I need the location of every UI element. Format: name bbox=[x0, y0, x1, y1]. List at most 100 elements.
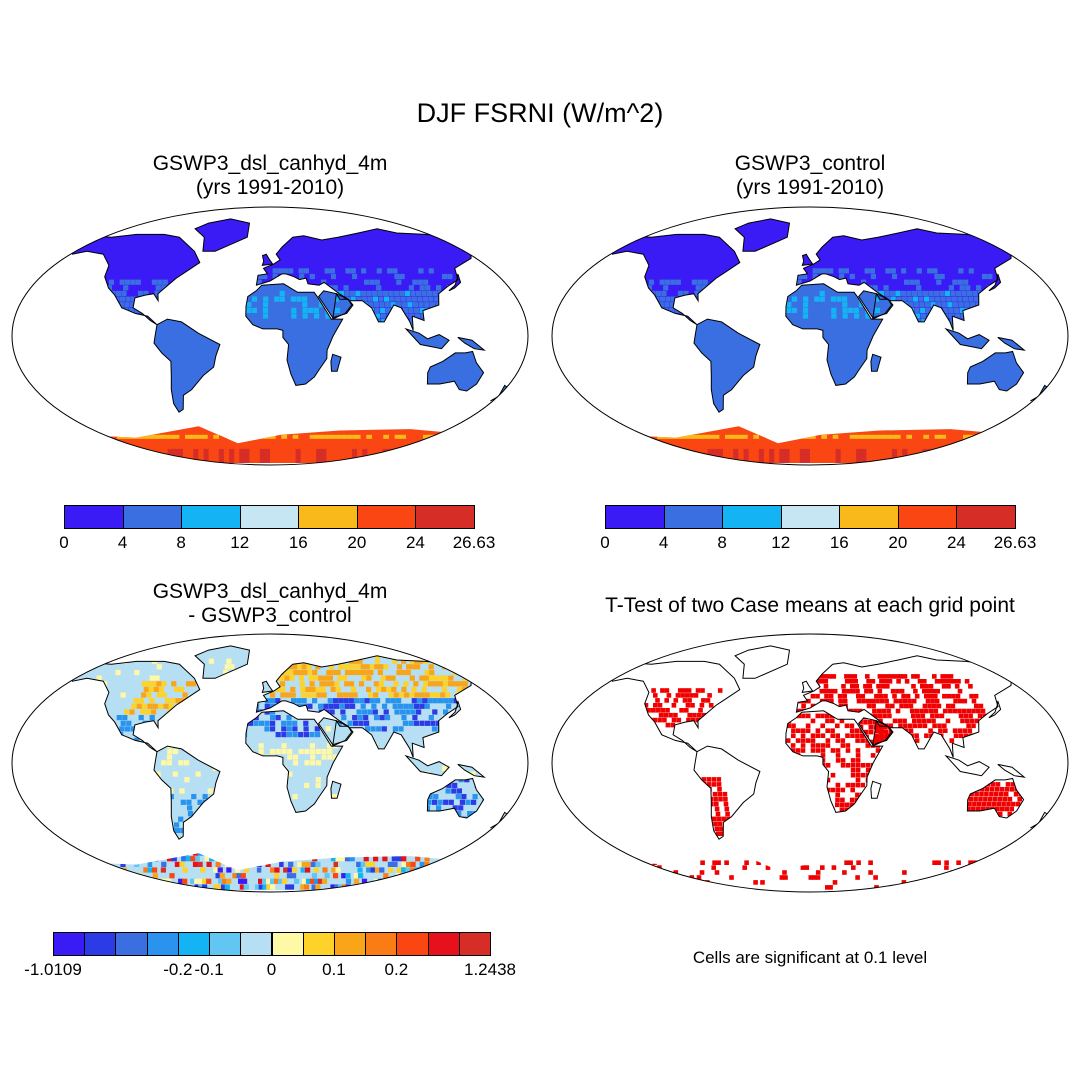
coastline-arabia bbox=[857, 717, 894, 746]
coastline-namerica bbox=[69, 660, 201, 753]
colorbar-box bbox=[722, 505, 782, 529]
coastline-uk bbox=[801, 680, 814, 694]
panel-2-title-line1: GSWP3_control bbox=[734, 152, 886, 175]
colorbar-difference: -1.0109 -0.2 -0.1 0 0.1 0.2 1.2438 bbox=[24, 932, 516, 982]
coastline-australia bbox=[426, 777, 485, 819]
colorbar-tick-label: 16 bbox=[829, 533, 849, 552]
coastline-greenland bbox=[734, 645, 791, 679]
colorbar-box bbox=[181, 505, 241, 529]
panel-4-title-line1: T-Test of two Case means at each grid po… bbox=[605, 594, 1015, 617]
coastline-arabia bbox=[317, 290, 354, 319]
coastline-madagascar bbox=[870, 353, 882, 372]
coastline-namerica bbox=[69, 233, 201, 326]
land-newguinea bbox=[457, 337, 485, 351]
colorbar-tick-label: 20 bbox=[347, 533, 367, 552]
land-greenland bbox=[735, 218, 790, 252]
coastline-nz bbox=[490, 811, 512, 829]
colorbar-tick-label: 8 bbox=[717, 533, 727, 552]
panel-1-title-line1: GSWP3_dsl_canhyd_4m bbox=[152, 152, 388, 175]
colorbar-box bbox=[396, 932, 429, 956]
coastline-indonesia bbox=[944, 754, 990, 777]
land-newguinea bbox=[997, 337, 1025, 351]
coastline-nz bbox=[1030, 811, 1052, 829]
colorbar-box bbox=[897, 505, 958, 529]
map-panel-control bbox=[550, 205, 1070, 467]
colorbar-box bbox=[177, 932, 211, 956]
coastline-africa bbox=[245, 710, 344, 813]
coastline-africa bbox=[245, 283, 344, 386]
colorbar-tick-label: 20 bbox=[888, 533, 908, 552]
coastline-newguinea bbox=[997, 336, 1026, 351]
coastline-newguinea bbox=[997, 763, 1026, 778]
colorbar-box bbox=[239, 505, 300, 529]
map-boundary bbox=[551, 206, 1069, 466]
land-uk bbox=[802, 254, 813, 266]
coastline-japan bbox=[448, 700, 462, 719]
colorbar-control: 0 4 8 12 16 20 24 26.63 bbox=[600, 505, 1036, 555]
land-madagascar bbox=[870, 354, 881, 372]
coastline-arabia bbox=[857, 290, 894, 319]
colorbar-box bbox=[956, 505, 1016, 529]
colorbar-box bbox=[240, 932, 273, 956]
colorbar-tick-label: 12 bbox=[771, 533, 791, 552]
land-australia bbox=[427, 351, 484, 391]
colorbar-box bbox=[209, 932, 242, 956]
coastline-uk bbox=[261, 680, 274, 694]
land-uk bbox=[262, 254, 273, 266]
colorbar-box bbox=[122, 505, 183, 529]
colorbar-tick-label: 0.1 bbox=[322, 960, 346, 979]
colorbar-tick-label: 0.2 bbox=[384, 960, 409, 979]
panel-3-title-line2: - GSWP3_control bbox=[188, 604, 352, 627]
map-panel-case bbox=[10, 205, 530, 467]
panel-3-title-line1: GSWP3_dsl_canhyd_4m bbox=[152, 580, 388, 603]
map-boundary bbox=[11, 206, 529, 466]
colorbar-tick-label: 16 bbox=[288, 533, 308, 552]
colorbar-box bbox=[663, 505, 724, 529]
colorbar-tick-label: -0.1 bbox=[194, 960, 224, 979]
coastline-indonesia bbox=[404, 754, 450, 777]
coastline-madagascar bbox=[870, 780, 882, 799]
coastline-eurasia bbox=[795, 655, 1023, 758]
land-madagascar bbox=[330, 354, 341, 372]
coastline-eurasia bbox=[255, 655, 483, 758]
colorbar-tick-label: 24 bbox=[946, 533, 966, 552]
colorbar-box bbox=[356, 505, 417, 529]
colorbar-tick-label: -0.2 bbox=[163, 960, 193, 979]
land-namerica bbox=[610, 234, 740, 325]
colorbar-box bbox=[780, 505, 841, 529]
coastline-australia bbox=[966, 350, 1025, 392]
coastline-newguinea bbox=[457, 336, 486, 351]
colorbar-tick-label: 0 bbox=[266, 960, 277, 979]
map-panel-ttest bbox=[550, 632, 1070, 894]
panel-2-title-line2: (yrs 1991-2010) bbox=[735, 176, 885, 199]
coastline-samerica bbox=[153, 745, 221, 840]
coastline-samerica bbox=[693, 318, 761, 413]
coastline-arabia bbox=[317, 717, 354, 746]
panel-4-title: T-Test of two Case means at each grid po… bbox=[540, 594, 1080, 618]
coastline-greenland bbox=[194, 645, 251, 679]
colorbar-tick-label: -1.0109 bbox=[24, 960, 82, 979]
coastline-eurasia bbox=[255, 228, 483, 331]
significance-note: Cells are significant at 0.1 level bbox=[692, 948, 928, 967]
colorbar-box bbox=[415, 505, 475, 529]
coastline-japan bbox=[448, 273, 462, 292]
panel-2-title: GSWP3_control (yrs 1991-2010) bbox=[610, 152, 1010, 200]
colorbar-box bbox=[115, 932, 148, 956]
colorbar-box bbox=[605, 505, 665, 529]
colorbar-box bbox=[839, 505, 899, 529]
colorbar-tick-label: 4 bbox=[658, 533, 669, 552]
coastline-uk bbox=[801, 253, 814, 267]
coastline-greenland bbox=[734, 218, 791, 252]
colorbar-box bbox=[458, 932, 491, 956]
land-namerica bbox=[70, 234, 200, 325]
colorbar-tick-label: 4 bbox=[117, 533, 128, 552]
coastline-newguinea bbox=[457, 763, 486, 778]
colorbar-tick-label: 26.63 bbox=[993, 533, 1037, 552]
coastline-africa bbox=[785, 283, 884, 386]
colorbar-tick-label: 8 bbox=[176, 533, 186, 552]
coastline-namerica bbox=[609, 233, 741, 326]
coastline-samerica bbox=[153, 318, 221, 413]
panel-3-title: GSWP3_dsl_canhyd_4m - GSWP3_control bbox=[70, 580, 470, 628]
coastline-madagascar bbox=[330, 780, 342, 799]
coastline-japan bbox=[988, 700, 1002, 719]
